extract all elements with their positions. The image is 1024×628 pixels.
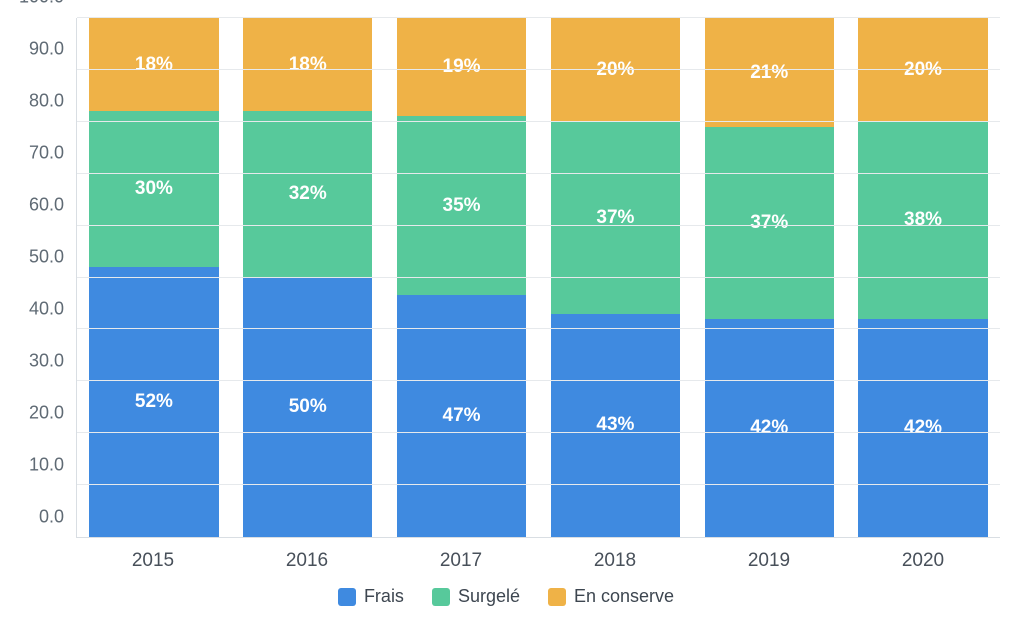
legend-swatch-icon [548, 588, 566, 606]
bar-segment-surgele: 37% [551, 122, 680, 314]
bar-segment-conserve: 19% [397, 18, 526, 116]
bar-segment-surgele: 35% [397, 116, 526, 296]
gridline [77, 225, 1000, 226]
bar-slot: 47%35%19% [385, 18, 539, 537]
bar-slot: 50%32%18% [231, 18, 385, 537]
x-tick-label: 2015 [76, 538, 230, 572]
bar-slot: 42%37%21% [692, 18, 846, 537]
x-tick-label: 2018 [538, 538, 692, 572]
bar-segment-surgele: 38% [858, 122, 987, 319]
x-tick-label: 2020 [846, 538, 1000, 572]
bar: 42%37%21% [705, 18, 834, 537]
legend-item-conserve: En conserve [548, 586, 674, 607]
legend-swatch-icon [432, 588, 450, 606]
legend-item-frais: Frais [338, 586, 404, 607]
bar: 52%30%18% [89, 18, 218, 537]
y-tick-label: 30.0 [29, 351, 64, 372]
legend: Frais Surgelé En conserve [12, 586, 1000, 607]
bar-segment-frais: 52% [89, 267, 218, 537]
bar-segment-frais: 42% [705, 319, 834, 537]
plot-area: 52%30%18%50%32%18%47%35%19%43%37%20%42%3… [76, 18, 1000, 538]
y-tick-label: 40.0 [29, 299, 64, 320]
bar-slot: 52%30%18% [77, 18, 231, 537]
gridline [77, 121, 1000, 122]
gridline [77, 484, 1000, 485]
gridline [77, 380, 1000, 381]
gridline [77, 173, 1000, 174]
bar-segment-conserve: 18% [89, 18, 218, 111]
bar-segment-conserve: 21% [705, 18, 834, 127]
bar-segment-frais: 43% [551, 314, 680, 537]
legend-item-surgele: Surgelé [432, 586, 520, 607]
gridline [77, 69, 1000, 70]
bar-segment-conserve: 18% [243, 18, 372, 111]
bar-segment-frais: 47% [397, 295, 526, 537]
x-tick-label: 2017 [384, 538, 538, 572]
bar-segment-frais: 42% [858, 319, 987, 537]
bar-segment-frais: 50% [243, 278, 372, 538]
bar: 47%35%19% [397, 18, 526, 537]
bar: 43%37%20% [551, 18, 680, 537]
bar-segment-surgele: 30% [89, 111, 218, 267]
y-tick-label: 80.0 [29, 91, 64, 112]
stacked-bar-chart: 0.0 10.0 20.0 30.0 40.0 50.0 60.0 70.0 80.0 90.0 1… [12, 18, 1000, 538]
bar-segment-conserve: 20% [551, 18, 680, 122]
y-tick-label: 0.0 [39, 507, 64, 528]
y-tick-label: 10.0 [29, 455, 64, 476]
legend-label: Frais [364, 586, 404, 607]
bar-segment-surgele: 37% [705, 127, 834, 319]
bar-segment-conserve: 20% [858, 18, 987, 122]
legend-label: Surgelé [458, 586, 520, 607]
x-axis: 201520162017201820192020 [76, 538, 1000, 572]
y-tick-label: 50.0 [29, 247, 64, 268]
y-tick-label: 100.0 [19, 0, 64, 8]
x-tick-label: 2016 [230, 538, 384, 572]
bar: 50%32%18% [243, 18, 372, 537]
y-tick-label: 90.0 [29, 39, 64, 60]
bar: 42%38%20% [858, 18, 987, 537]
bar-segment-surgele: 32% [243, 111, 372, 277]
gridline [77, 17, 1000, 18]
legend-label: En conserve [574, 586, 674, 607]
y-tick-label: 60.0 [29, 195, 64, 216]
gridline [77, 432, 1000, 433]
x-tick-label: 2019 [692, 538, 846, 572]
gridline [77, 277, 1000, 278]
legend-swatch-icon [338, 588, 356, 606]
bar-slot: 43%37%20% [538, 18, 692, 537]
bars-container: 52%30%18%50%32%18%47%35%19%43%37%20%42%3… [77, 18, 1000, 537]
bar-slot: 42%38%20% [846, 18, 1000, 537]
y-tick-label: 70.0 [29, 143, 64, 164]
y-axis: 0.010.020.030.040.050.060.070.080.090.01… [12, 18, 76, 538]
gridline [77, 328, 1000, 329]
y-tick-label: 20.0 [29, 403, 64, 424]
